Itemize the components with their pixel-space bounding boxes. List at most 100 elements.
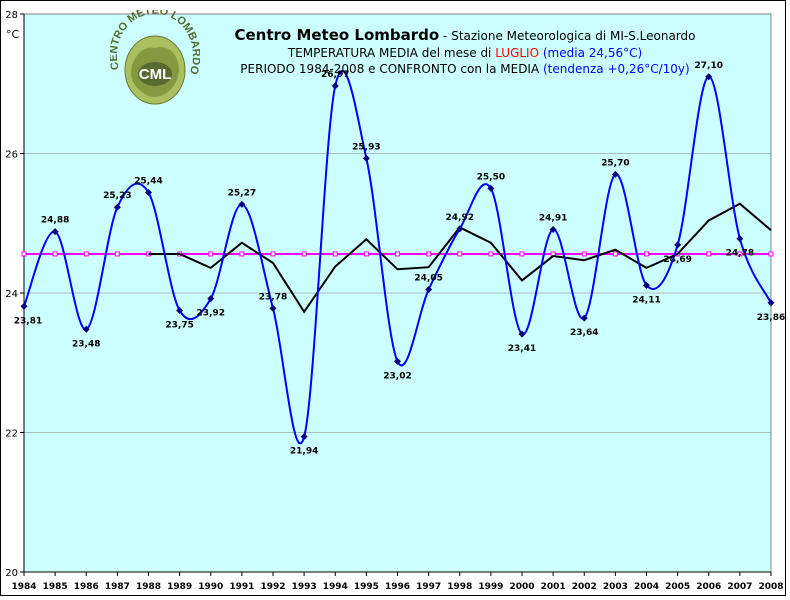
temperature-point: [767, 299, 775, 307]
subtitle-month: LUGLIO: [495, 46, 540, 60]
temperature-point: [238, 200, 246, 208]
mean-point: [21, 251, 27, 257]
mean-point: [363, 251, 369, 257]
x-tick-label: 1997: [416, 582, 441, 592]
data-label: 27,10: [695, 61, 723, 71]
x-tick-label: 1995: [354, 582, 379, 592]
temperature-point: [207, 295, 215, 303]
x-tick-label: 1985: [43, 582, 68, 592]
temperature-point: [269, 304, 277, 312]
x-tick-label: 1986: [74, 582, 99, 592]
mean-point: [208, 251, 214, 257]
x-tick-label: 2000: [509, 582, 534, 592]
x-tick-label: 1993: [292, 582, 317, 592]
x-tick-label: 1991: [229, 582, 254, 592]
x-tick-label: 1999: [478, 582, 503, 592]
data-label: 24,92: [446, 213, 474, 223]
mean-point: [581, 251, 587, 257]
mean-point: [612, 251, 618, 257]
data-label: 24,78: [726, 249, 754, 259]
x-tick-label: 2008: [758, 582, 783, 592]
mean-point: [270, 251, 276, 257]
x-tick-label: 2007: [727, 582, 752, 592]
y-axis-unit: °C: [6, 28, 20, 41]
data-label: 23,86: [757, 313, 785, 323]
data-label: 23,81: [14, 316, 42, 326]
mean-point: [83, 251, 89, 257]
temperature-point: [51, 228, 59, 236]
data-label: 25,70: [601, 158, 629, 168]
title-sep: -: [439, 29, 452, 43]
temperature-point: [362, 154, 370, 162]
temperature-point: [82, 325, 90, 333]
cml-logo: CML CENTRO METEO LOMBARDO: [108, 5, 202, 119]
data-label: 23,41: [508, 344, 536, 354]
temperature-point: [518, 330, 526, 338]
x-tick-label: 1996: [385, 582, 410, 592]
mean-point: [457, 251, 463, 257]
x-tick-label: 2003: [603, 582, 628, 592]
data-label: 23,78: [259, 292, 287, 302]
temperature-point: [425, 286, 433, 294]
data-label: 24,88: [41, 216, 69, 226]
x-tick-label: 1994: [323, 582, 348, 592]
temperature-point: [394, 357, 401, 365]
y-tick-label: 26: [5, 150, 18, 161]
y-tick-label: 22: [5, 429, 18, 440]
temperature-point: [487, 184, 495, 192]
data-label: 24,05: [414, 274, 442, 284]
temperature-point: [331, 82, 339, 90]
temperature-point: [611, 170, 619, 178]
temperature-point: [145, 189, 152, 197]
mean-point: [737, 251, 743, 257]
data-label: 25,23: [103, 191, 131, 201]
temperature-point: [736, 235, 744, 243]
x-tick-label: 2001: [541, 582, 566, 592]
x-tick-label: 2002: [572, 582, 597, 592]
x-tick-label: 1992: [260, 582, 285, 592]
x-tick-label: 1987: [105, 582, 130, 592]
mean-point: [644, 251, 649, 257]
chart-title: Centro Meteo Lombardo - Stazione Meteoro…: [210, 26, 720, 76]
title-station: Stazione Meteorologica di MI-S.Leonardo: [451, 29, 696, 43]
logo-center-text: CML: [139, 66, 172, 83]
data-label: 24,11: [632, 295, 660, 305]
y-tick-label: 24: [5, 289, 18, 300]
x-tick-label: 1998: [447, 582, 472, 592]
temperature-point: [113, 203, 121, 211]
temperature-point: [176, 306, 184, 314]
data-label: 23,48: [72, 339, 100, 349]
y-tick-label: 28: [5, 10, 18, 21]
mean-point: [768, 251, 774, 257]
y-tick-label: 20: [5, 568, 18, 579]
data-label: 24,69: [663, 255, 691, 265]
mean-point: [488, 251, 494, 257]
x-tick-label: 2004: [634, 582, 659, 592]
temperature-point: [674, 241, 682, 249]
x-tick-label: 1990: [198, 582, 223, 592]
mean-point: [114, 251, 120, 257]
temperature-point: [300, 433, 308, 441]
subtitle-trend: (tendenza +0,26°C/10y): [543, 62, 690, 76]
mean-point: [706, 251, 712, 257]
mean-point: [332, 251, 338, 257]
temperature-point: [705, 73, 713, 81]
temperature-point: [643, 281, 650, 289]
data-label: 26,97: [321, 70, 349, 80]
temperature-point: [580, 314, 588, 322]
x-tick-label: 1984: [11, 582, 36, 592]
x-tick-label: 2006: [696, 582, 721, 592]
mean-point: [395, 251, 400, 257]
mean-point: [519, 251, 525, 257]
subtitle-mean: (media 24,56°C): [539, 46, 643, 60]
data-label: 25,50: [477, 172, 505, 182]
data-label: 23,75: [165, 320, 193, 330]
data-label: 25,27: [228, 188, 256, 198]
mean-point: [301, 251, 307, 257]
data-label: 23,92: [197, 309, 225, 319]
temperature-point: [20, 302, 28, 310]
title-main: Centro Meteo Lombardo: [234, 26, 440, 44]
x-tick-label: 2005: [665, 582, 690, 592]
temperature-point: [549, 226, 557, 234]
subtitle-line2-prefix: TEMPERATURA MEDIA del mese di: [287, 46, 496, 60]
